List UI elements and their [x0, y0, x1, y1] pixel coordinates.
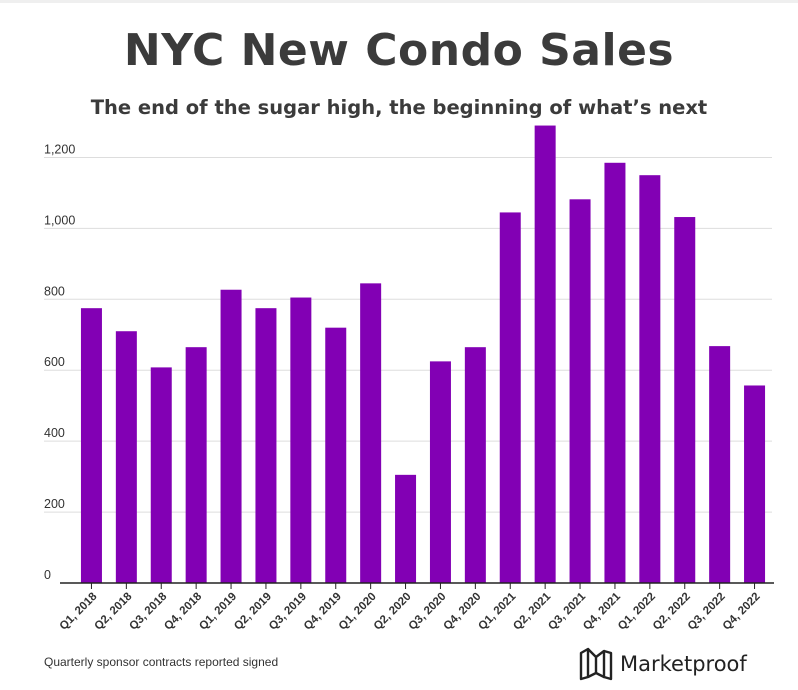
y-tick-label: 800 — [44, 284, 65, 298]
y-tick-label: 0 — [44, 568, 51, 582]
brand: Marketproof — [578, 647, 747, 681]
y-tick-label: 200 — [44, 497, 65, 511]
y-tick-label: 1,000 — [44, 213, 75, 227]
bar — [709, 346, 731, 583]
bar — [80, 308, 102, 583]
chart-caption: Quarterly sponsor contracts reported sig… — [44, 655, 279, 669]
x-tick-label: Q1, 2020 — [337, 591, 379, 633]
x-tick-label: Q2, 2019 — [232, 591, 274, 633]
x-tick-label: Q3, 2019 — [267, 591, 309, 633]
y-tick-label: 400 — [44, 426, 65, 440]
bar — [395, 474, 417, 583]
bar — [534, 125, 556, 584]
bar — [744, 385, 766, 583]
x-tick-label: Q3, 2022 — [686, 591, 728, 633]
chart-title: NYC New Condo Sales — [123, 25, 675, 76]
x-tick-label: Q2, 2020 — [372, 591, 414, 633]
x-tick-label: Q1, 2022 — [616, 591, 658, 633]
marketproof-logo-icon — [579, 647, 613, 681]
y-tick-label: 1,200 — [44, 142, 75, 156]
bar — [639, 175, 661, 583]
brand-name: Marketproof — [620, 652, 747, 676]
x-tick-label: Q3, 2020 — [407, 591, 449, 633]
bar — [115, 331, 137, 583]
bar — [220, 289, 242, 583]
bar — [255, 308, 277, 583]
bar — [604, 162, 626, 583]
bar — [464, 347, 486, 583]
bar — [290, 297, 312, 583]
x-tick-label: Q4, 2019 — [302, 591, 344, 633]
chart-subtitle: The end of the sugar high, the beginning… — [90, 96, 708, 119]
bar — [360, 283, 382, 583]
y-tick-label: 600 — [44, 355, 65, 369]
bar — [569, 199, 591, 583]
x-tick-label: Q2, 2022 — [651, 591, 693, 633]
y-tick-labels: 0 200 400 600 800 1,000 1,200 — [44, 142, 75, 582]
x-tick-label: Q1, 2019 — [197, 591, 239, 633]
bar — [674, 217, 696, 583]
bars — [80, 125, 766, 584]
bar — [325, 327, 347, 583]
bar — [429, 361, 451, 583]
bar — [185, 347, 207, 583]
x-tick-label: Q4, 2020 — [442, 591, 484, 633]
bar — [499, 212, 521, 583]
bar — [150, 367, 172, 583]
x-tick-label: Q4, 2022 — [721, 591, 763, 633]
